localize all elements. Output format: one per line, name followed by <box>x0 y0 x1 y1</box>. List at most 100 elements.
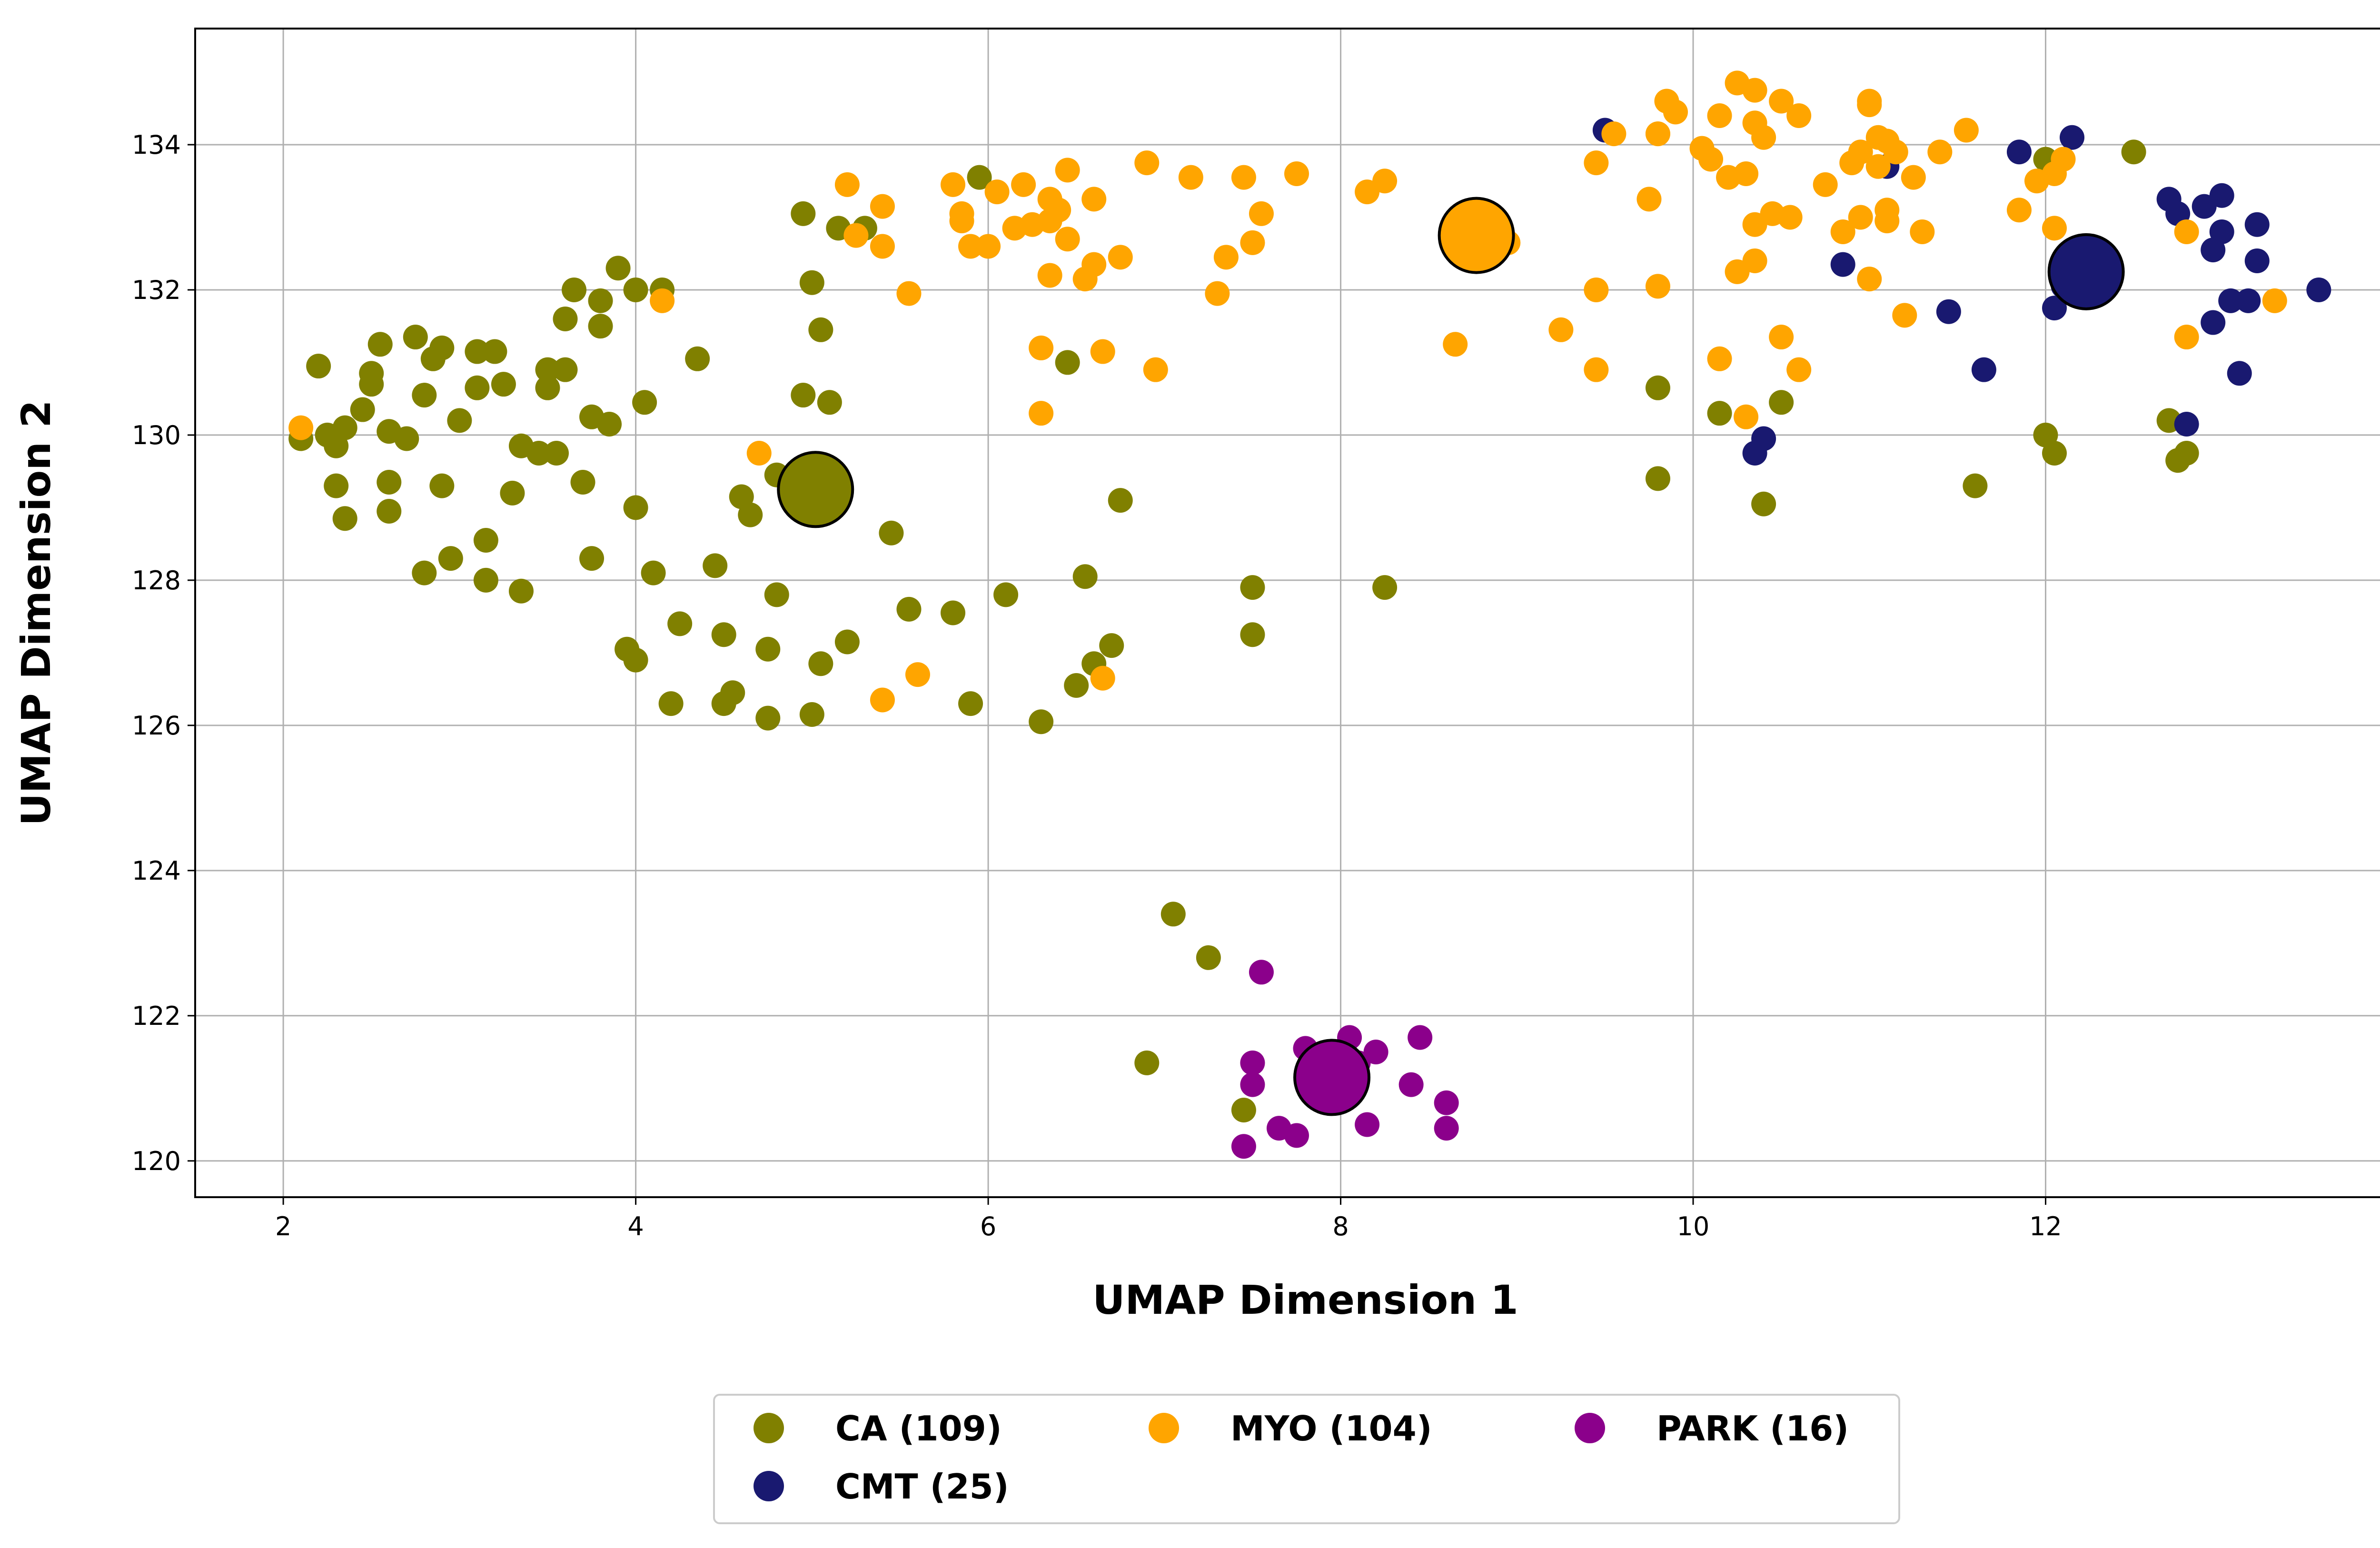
data-point <box>1707 103 1732 128</box>
data-point <box>958 691 983 716</box>
data-point <box>553 357 578 382</box>
data-point <box>1099 633 1124 658</box>
data-point <box>1707 346 1732 371</box>
data-point <box>949 208 974 234</box>
data-point <box>1645 274 1670 299</box>
legend-marker <box>1575 1413 1605 1443</box>
data-point <box>834 629 860 655</box>
data-point <box>288 415 314 440</box>
data-point <box>1865 154 1891 179</box>
data-point <box>1927 139 1953 165</box>
data-point <box>808 317 833 342</box>
data-point <box>526 441 551 466</box>
legend-label: CA (109) <box>835 1409 1002 1449</box>
data-point <box>1055 158 1080 183</box>
data-point <box>579 546 605 571</box>
data-point <box>1284 1123 1309 1148</box>
data-point <box>1029 709 1054 734</box>
data-point <box>2236 288 2261 313</box>
data-point <box>377 499 402 524</box>
data-point <box>2209 219 2234 244</box>
data-point <box>1064 673 1089 698</box>
data-point <box>1734 404 1759 429</box>
data-point <box>491 372 516 397</box>
x-tick-label: 12 <box>2029 1211 2062 1241</box>
data-point <box>870 194 895 219</box>
data-point <box>1240 622 1265 647</box>
data-point <box>1636 187 1662 212</box>
data-point <box>623 277 648 302</box>
data-point <box>1830 252 1855 277</box>
data-point <box>2218 288 2243 313</box>
data-point <box>1011 172 1036 197</box>
data-point <box>438 546 463 571</box>
centroid-marker <box>2047 233 2125 310</box>
legend-label: PARK (16) <box>1656 1409 1849 1449</box>
plot-frame <box>194 28 2380 1198</box>
data-point <box>1231 1134 1256 1159</box>
centroid-marker <box>1438 197 1515 274</box>
y-tick-label: 128 <box>132 566 181 595</box>
data-point <box>1751 125 1776 150</box>
data-point <box>2244 212 2270 237</box>
data-point <box>834 172 860 197</box>
data-point <box>720 680 745 705</box>
data-point <box>1160 902 1186 927</box>
data-point <box>1231 165 1256 190</box>
data-point <box>623 647 648 673</box>
data-point <box>535 375 560 400</box>
data-point <box>1355 1112 1380 1137</box>
data-point <box>1134 1050 1160 1075</box>
data-point <box>306 354 331 379</box>
data-points <box>288 70 2331 1159</box>
data-point <box>1205 281 1230 306</box>
data-point <box>2006 139 2032 165</box>
data-point <box>2042 216 2067 241</box>
data-point <box>1108 245 1133 270</box>
data-point <box>1813 172 1838 197</box>
y-tick-label: 120 <box>132 1146 181 1176</box>
data-point <box>958 234 983 259</box>
y-axis-title: UMAP Dimension 2 <box>13 400 60 825</box>
data-point <box>1874 198 1900 223</box>
legend-label: CMT (25) <box>835 1467 1009 1507</box>
data-point <box>1240 1050 1265 1075</box>
data-point <box>465 375 490 400</box>
data-point <box>482 339 507 364</box>
data-point <box>879 520 904 546</box>
x-tick-label: 10 <box>1677 1211 1710 1241</box>
data-point <box>1751 426 1776 451</box>
data-point <box>1372 169 1398 194</box>
data-point <box>1663 99 1688 125</box>
data-point <box>1240 575 1265 600</box>
data-point <box>843 223 869 248</box>
data-point <box>1240 230 1265 255</box>
data-point <box>2051 147 2076 172</box>
legend-label: MYO (104) <box>1230 1409 1432 1449</box>
data-point <box>1584 277 1609 302</box>
data-point <box>746 441 772 466</box>
x-tick-label: 6 <box>980 1211 996 1241</box>
data-point <box>1645 375 1670 400</box>
data-point <box>1971 357 1996 382</box>
data-point <box>544 441 569 466</box>
data-point <box>984 179 1010 205</box>
legend: CA (109) CMT (25) MYO (104) PARK (16) <box>713 1394 1900 1524</box>
data-point <box>808 651 833 676</box>
data-point <box>941 172 966 197</box>
data-point <box>2174 219 2199 244</box>
data-point <box>508 578 534 604</box>
data-point <box>412 560 437 585</box>
data-point <box>473 567 498 593</box>
data-point <box>1037 263 1062 288</box>
data-point <box>641 560 666 585</box>
data-point <box>1777 205 1803 230</box>
data-point <box>1134 150 1160 176</box>
data-point <box>623 495 648 520</box>
data-point <box>1240 1072 1265 1097</box>
data-point <box>1443 332 1468 357</box>
data-point <box>1584 150 1609 176</box>
data-point <box>2006 198 2032 223</box>
